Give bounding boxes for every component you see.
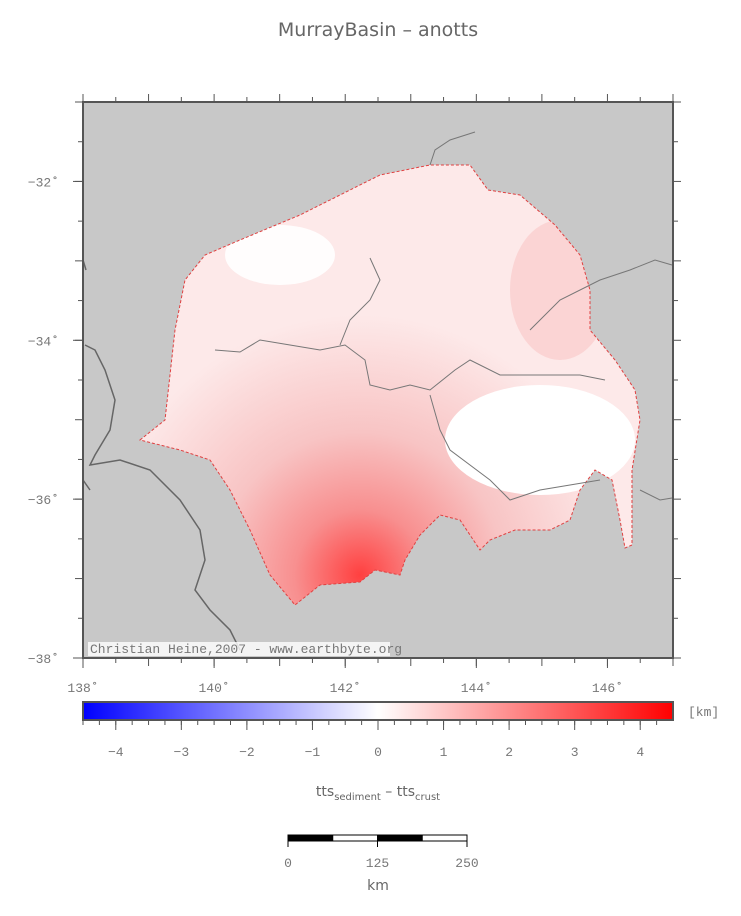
- rivers: [214, 131, 673, 501]
- credit: Christian Heine,2007 - www.earthbyte.org: [90, 642, 402, 657]
- y-tick-label: −38˚: [28, 652, 59, 667]
- scalebar-tick-label: 125: [366, 856, 389, 871]
- y-tick-label: −34˚: [28, 334, 59, 349]
- scalebar-segment: [421, 834, 468, 842]
- colorbar-tick-label: −4: [108, 745, 124, 760]
- y-tick-label: −36˚: [28, 493, 59, 508]
- colorbar-tick-label: 4: [636, 745, 644, 760]
- scalebar-unit: km: [367, 878, 389, 894]
- scalebar-segment: [377, 834, 423, 842]
- title: MurrayBasin – anotts: [278, 19, 478, 41]
- colorbar-tick-label: −3: [174, 745, 190, 760]
- x-tick-label: 146˚: [592, 681, 623, 696]
- scalebar-tick-label: 250: [455, 856, 478, 871]
- colorbar-tick-label: −1: [305, 745, 321, 760]
- scalebar-tick-label: 0: [284, 856, 292, 871]
- colorbar-unit: [km]: [688, 705, 719, 720]
- x-tick-label: 138˚: [67, 681, 98, 696]
- credit-box: [88, 642, 390, 656]
- x-tick-label: 140˚: [199, 681, 230, 696]
- colorbar-tick-label: 3: [571, 745, 579, 760]
- colorbar-tick-label: 1: [440, 745, 448, 760]
- colorbar: [82, 701, 674, 721]
- x-tick-label: 144˚: [461, 681, 492, 696]
- y-tick-label: −32˚: [28, 175, 59, 190]
- colorbar-tick-label: 2: [505, 745, 513, 760]
- colorbar-label: ttssediment – ttscrust: [316, 784, 440, 803]
- colorbar-tick-label: −2: [239, 745, 255, 760]
- x-tick-label: 142˚: [330, 681, 361, 696]
- scalebar-segment: [332, 834, 378, 842]
- colorbar-tick-label: 0: [374, 745, 382, 760]
- scalebar-segment: [287, 834, 334, 842]
